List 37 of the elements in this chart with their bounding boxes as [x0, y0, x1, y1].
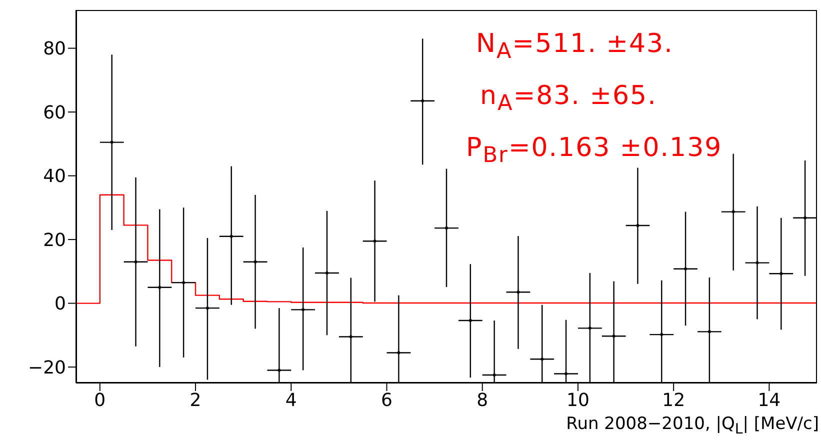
x-tick-label: 12: [662, 390, 686, 411]
y-tick-label: 20: [43, 230, 66, 251]
point: [540, 358, 544, 361]
point: [349, 335, 352, 338]
point: [756, 261, 759, 264]
point: [134, 260, 138, 264]
point: [254, 260, 257, 264]
annotation: n$_{A}$=83. ±65.: [480, 80, 658, 118]
point: [780, 272, 783, 276]
point: [732, 210, 735, 214]
x-tick-label: 8: [476, 390, 488, 411]
annotation: P$_{Br}$=0.163 ±0.139: [466, 132, 722, 171]
y-tick-label: 60: [43, 102, 66, 124]
x-tick-label: 14: [758, 390, 781, 411]
annotation: N$_{A}$=511. ±43.: [476, 28, 674, 66]
x-tick-label: 10: [566, 390, 590, 411]
point: [660, 333, 664, 336]
point: [230, 234, 233, 238]
point: [110, 140, 114, 144]
point: [278, 368, 281, 372]
x-tick-label: 6: [381, 390, 392, 411]
x-tick-label: 2: [190, 390, 202, 411]
point: [516, 290, 520, 294]
point: [612, 334, 616, 338]
y-tick-label: 40: [43, 166, 66, 188]
point: [158, 286, 162, 289]
point: [492, 374, 496, 377]
point: [373, 240, 376, 243]
x-tick-label: 4: [285, 390, 297, 411]
point: [397, 351, 400, 354]
y-tick-label: −20: [28, 357, 66, 378]
x-axis-title: Run 2008−2010, |Q$_{L}$| [MeV/c]: [566, 414, 819, 438]
point: [636, 224, 640, 228]
y-tick-label: 0: [54, 294, 66, 315]
y-tick-label: 80: [43, 38, 66, 60]
point: [564, 372, 568, 376]
x-tick-label: 0: [94, 390, 106, 411]
